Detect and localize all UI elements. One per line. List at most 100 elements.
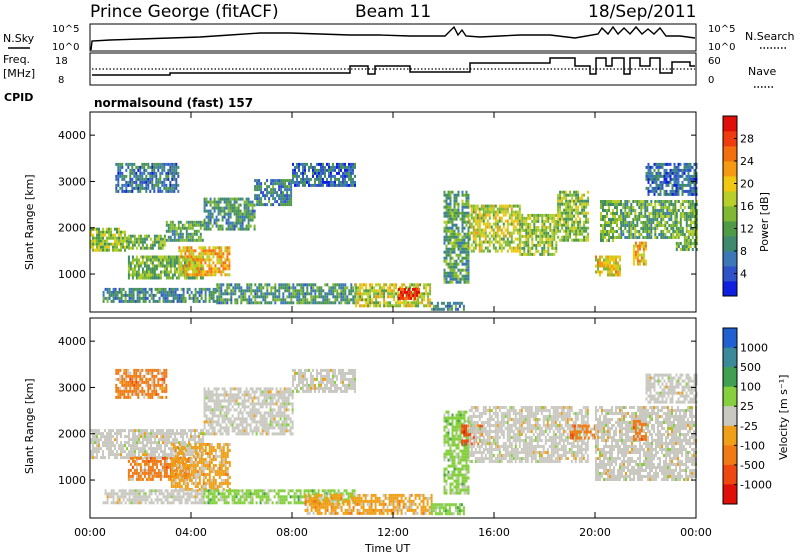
power-cell: [632, 224, 635, 227]
power-cell: [652, 218, 655, 221]
power-cell: [679, 203, 682, 206]
power-cell: [425, 283, 428, 287]
power-cell: [482, 228, 485, 232]
velocity-cell: [184, 429, 186, 433]
power-cell: [561, 238, 564, 242]
power-cell: [324, 168, 326, 172]
power-cell: [451, 274, 454, 278]
power-cell: [551, 219, 554, 223]
power-cell: [149, 270, 152, 274]
velocity-cell: [184, 453, 186, 457]
power-cell: [191, 238, 194, 242]
power-cell: [161, 255, 164, 259]
velocity-cell: [152, 429, 154, 433]
power-cell: [156, 299, 159, 303]
power-cell: [212, 296, 215, 300]
station-title: Prince George (fitACF): [90, 2, 279, 22]
power-cell: [200, 290, 203, 294]
power-cell: [330, 292, 333, 296]
power-cell: [334, 283, 337, 287]
power-cell: [602, 206, 604, 209]
power-cell: [246, 286, 249, 290]
power-cell: [636, 259, 639, 263]
power-cell: [249, 203, 252, 207]
power-cell: [646, 227, 649, 230]
power-cell: [457, 280, 460, 284]
power-cell: [604, 215, 606, 218]
power-cell: [288, 194, 291, 198]
power-cell: [264, 292, 267, 296]
velocity-cell: [215, 399, 218, 403]
power-cell: [691, 248, 694, 251]
velocity-cell: [148, 447, 150, 451]
power-cell: [153, 174, 156, 178]
power-cell: [681, 203, 684, 206]
power-cell: [167, 229, 170, 233]
power-cell: [118, 233, 120, 237]
power-cell: [567, 217, 570, 221]
power-cell: [316, 174, 318, 178]
power-cell: [571, 220, 574, 224]
velocity-cell: [152, 432, 154, 436]
nave-label: Nave: [748, 65, 776, 78]
power-cell: [559, 223, 562, 227]
power-cell: [387, 286, 390, 290]
power-cell: [606, 212, 608, 215]
power-cell: [443, 229, 446, 233]
power-cell: [638, 244, 641, 248]
power-cell: [579, 220, 582, 224]
power-cell: [348, 289, 351, 293]
velocity-cell: [190, 432, 192, 436]
power-cell: [650, 236, 653, 239]
power-cell: [332, 283, 335, 287]
power-cell: [96, 239, 98, 243]
power-cell: [350, 171, 352, 175]
power-cell: [207, 215, 210, 219]
power-cell: [126, 236, 128, 240]
power-cell: [110, 242, 112, 246]
power-cell: [675, 209, 678, 212]
power-cell: [151, 177, 154, 181]
power-cell: [447, 190, 450, 194]
power-cell: [228, 264, 231, 268]
power-cell: [609, 273, 611, 277]
power-cell: [290, 298, 293, 302]
power-cell: [363, 283, 366, 287]
power-cell: [272, 197, 275, 201]
power-cell: [274, 283, 277, 287]
power-cell: [306, 289, 309, 293]
power-cell: [457, 247, 460, 251]
power-cell: [177, 276, 180, 280]
power-cell: [324, 180, 326, 184]
power-cell: [484, 216, 487, 220]
power-cell: [280, 185, 283, 189]
power-cell: [459, 238, 462, 242]
power-cell: [225, 206, 228, 210]
power-cell: [476, 207, 479, 211]
velocity-cell: [102, 435, 104, 439]
velocity-cell: [231, 423, 234, 427]
power-cell: [608, 239, 610, 242]
power-cell: [468, 222, 471, 226]
power-cell: [451, 235, 454, 239]
velocity-cell: [128, 456, 130, 460]
power-cell: [486, 219, 489, 223]
power-cell: [547, 225, 550, 229]
power-cell: [284, 283, 287, 287]
power-cell: [655, 174, 658, 178]
power-cell: [222, 264, 225, 268]
power-cell: [486, 213, 489, 217]
power-cell: [606, 224, 608, 227]
power-cell: [286, 203, 289, 207]
velocity-cell: [128, 435, 130, 439]
power-cell: [302, 174, 304, 178]
power-cell: [525, 216, 528, 220]
velocity-cell: [217, 420, 220, 424]
power-cell: [282, 298, 285, 302]
power-cell: [644, 215, 647, 218]
power-cell: [167, 273, 170, 277]
power-cell: [510, 249, 513, 253]
power-cell: [624, 221, 627, 224]
power-cell: [642, 256, 645, 260]
power-cell: [318, 174, 320, 178]
